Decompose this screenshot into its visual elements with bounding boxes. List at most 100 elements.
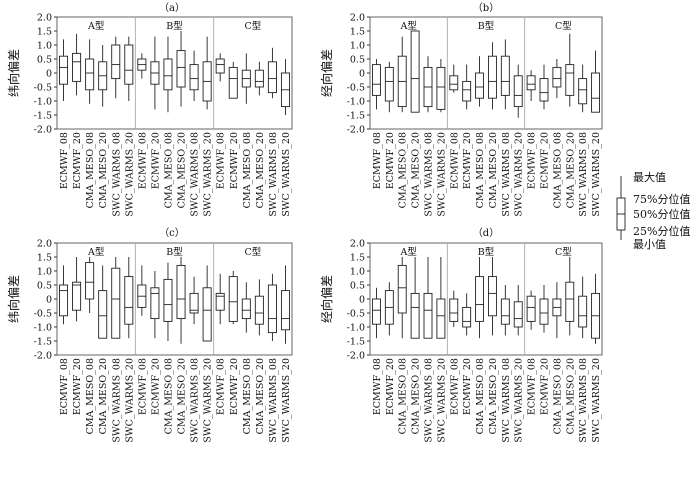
y-tick-label: -0.5 <box>34 308 52 319</box>
box-cma-meso-20 <box>254 61 264 96</box>
box-iqr <box>539 78 549 102</box>
box-iqr <box>462 80 472 102</box>
panel-label: （d） <box>473 227 499 239</box>
y-axis-label: 经向偏差 <box>319 275 334 323</box>
x-category-label: SWC_WARMS_08 <box>424 358 435 443</box>
box-ecmwf-20 <box>228 271 238 325</box>
y-tick-label: 0.5 <box>350 280 365 291</box>
x-category-label: ECMWF_20 <box>150 132 161 189</box>
y-axis-label: 纬向偏差 <box>6 275 21 323</box>
x-category-label: ECMWF_20 <box>385 358 396 415</box>
y-tick-label: -2.0 <box>34 350 52 361</box>
box-swc-warms-08 <box>500 39 510 110</box>
y-tick-label: -1.0 <box>34 96 52 107</box>
box-iqr <box>124 276 134 325</box>
box-iqr <box>410 30 420 113</box>
x-category-label: ECMWF_08 <box>59 132 70 189</box>
y-tick-label: 0 <box>46 294 52 305</box>
legend-q75-label: 75%分位值 <box>633 192 690 206</box>
group-label: B型 <box>166 21 183 32</box>
y-tick-label: 1.5 <box>37 26 52 37</box>
box-iqr <box>254 295 264 325</box>
box-cma-meso-08 <box>475 56 485 107</box>
box-swc-warms-20 <box>280 265 290 344</box>
box-iqr <box>487 276 497 317</box>
x-category-label: CMA_MESO_20 <box>177 132 188 208</box>
box-iqr <box>85 58 95 91</box>
x-category-label: ECMWF_08 <box>449 132 460 189</box>
group-label: C型 <box>244 21 261 32</box>
y-tick-label: -1.5 <box>34 110 52 121</box>
box-iqr <box>163 58 173 91</box>
box-cma-meso-20 <box>565 257 575 336</box>
y-tick-label: 1.5 <box>350 26 365 37</box>
box-ecmwf-20 <box>72 257 82 322</box>
group-label: B型 <box>166 247 183 258</box>
x-category-label: CMA_MESO_20 <box>565 358 576 434</box>
x-category-label: SWC_WARMS_20 <box>203 132 214 217</box>
y-tick-label: -1.5 <box>34 336 52 347</box>
group-label: C型 <box>555 21 572 32</box>
x-category-label: SWC_WARMS_20 <box>124 132 135 217</box>
box-ecmwf-20 <box>384 282 394 336</box>
panel-c: （c） 纬向偏差 2.0 1.5 1.0 0.5 0 -0.5 -1.0 -1.5 -2.0 A型 B型… <box>6 227 293 443</box>
y-tick-label: -1.0 <box>347 96 365 107</box>
x-category-label: SWC_WARMS_20 <box>436 358 447 443</box>
box-cma-meso-08 <box>85 39 95 104</box>
box-cma-meso-08 <box>85 257 95 313</box>
box-ecmwf-08 <box>137 53 147 79</box>
box-ecmwf-20 <box>539 64 549 110</box>
box-iqr <box>475 276 485 322</box>
box-cma-meso-20 <box>176 31 186 107</box>
panel-label: （a） <box>159 2 185 14</box>
box-iqr <box>215 58 225 74</box>
x-category-label: SWC_WARMS_08 <box>578 358 589 443</box>
panel-b: （b） 经向偏差 2.0 1.5 1.0 0.5 0 -0.5 -1.0 -1.5 -2.0 A型 B型… <box>319 2 603 217</box>
box-iqr <box>189 292 199 314</box>
box-swc-warms-08 <box>423 56 433 113</box>
x-category-label: SWC_WARMS_20 <box>124 358 135 443</box>
x-category-label: SWC_WARMS_20 <box>436 132 447 217</box>
box-swc-warms-20 <box>124 36 134 101</box>
box-cma-meso-20 <box>410 257 420 339</box>
box-iqr <box>176 264 186 320</box>
box-swc-warms-08 <box>111 257 121 339</box>
box-iqr <box>371 298 381 325</box>
legend-min-label: 最小值 <box>633 238 666 251</box>
x-category-label: SWC_WARMS_08 <box>424 132 435 217</box>
y-tick-label: -1.5 <box>347 336 365 347</box>
box-swc-warms-20 <box>436 59 446 113</box>
panel-a: （a） 纬向偏差 2.0 1.5 1.0 0.5 0 -0.5 -1.0 -1.5 -2.0 A型 B型… <box>6 2 293 217</box>
box-swc-warms-20 <box>202 36 212 110</box>
box-cma-meso-08 <box>397 257 407 339</box>
box-cma-meso-08 <box>163 262 173 341</box>
box-ecmwf-20 <box>539 285 549 333</box>
box-cma-meso-08 <box>241 282 251 333</box>
x-category-label: SWC_WARMS_08 <box>190 132 201 217</box>
x-category-label: CMA_MESO_20 <box>255 358 266 434</box>
x-category-label: SWC_WARMS_20 <box>281 132 292 217</box>
box-iqr <box>552 66 562 88</box>
x-category-label: ECMWF_08 <box>372 132 383 189</box>
x-category-label: SWC_WARMS_20 <box>281 358 292 443</box>
box-iqr <box>565 281 575 322</box>
x-category-label: CMA_MESO_08 <box>85 358 96 434</box>
box-iqr <box>436 66 446 110</box>
box-iqr <box>59 55 69 85</box>
y-tick-label: -0.5 <box>34 82 52 93</box>
x-category-label: CMA_MESO_08 <box>242 132 253 208</box>
box-ecmwf-08 <box>137 265 147 316</box>
x-category-label: CMA_MESO_08 <box>242 358 253 434</box>
group-label: C型 <box>555 247 572 258</box>
box-ecmwf-08 <box>215 273 225 325</box>
x-category-label: ECMWF_20 <box>229 358 240 415</box>
box-iqr <box>500 298 510 325</box>
y-tick-label: 0.5 <box>350 54 365 65</box>
box-swc-warms-08 <box>578 64 588 113</box>
y-tick-label: 2.0 <box>350 238 365 249</box>
group-label: B型 <box>478 21 495 32</box>
box-ecmwf-08 <box>215 53 225 82</box>
box-iqr <box>189 64 199 91</box>
x-category-label: CMA_MESO_08 <box>552 132 563 208</box>
box-iqr <box>526 75 536 91</box>
